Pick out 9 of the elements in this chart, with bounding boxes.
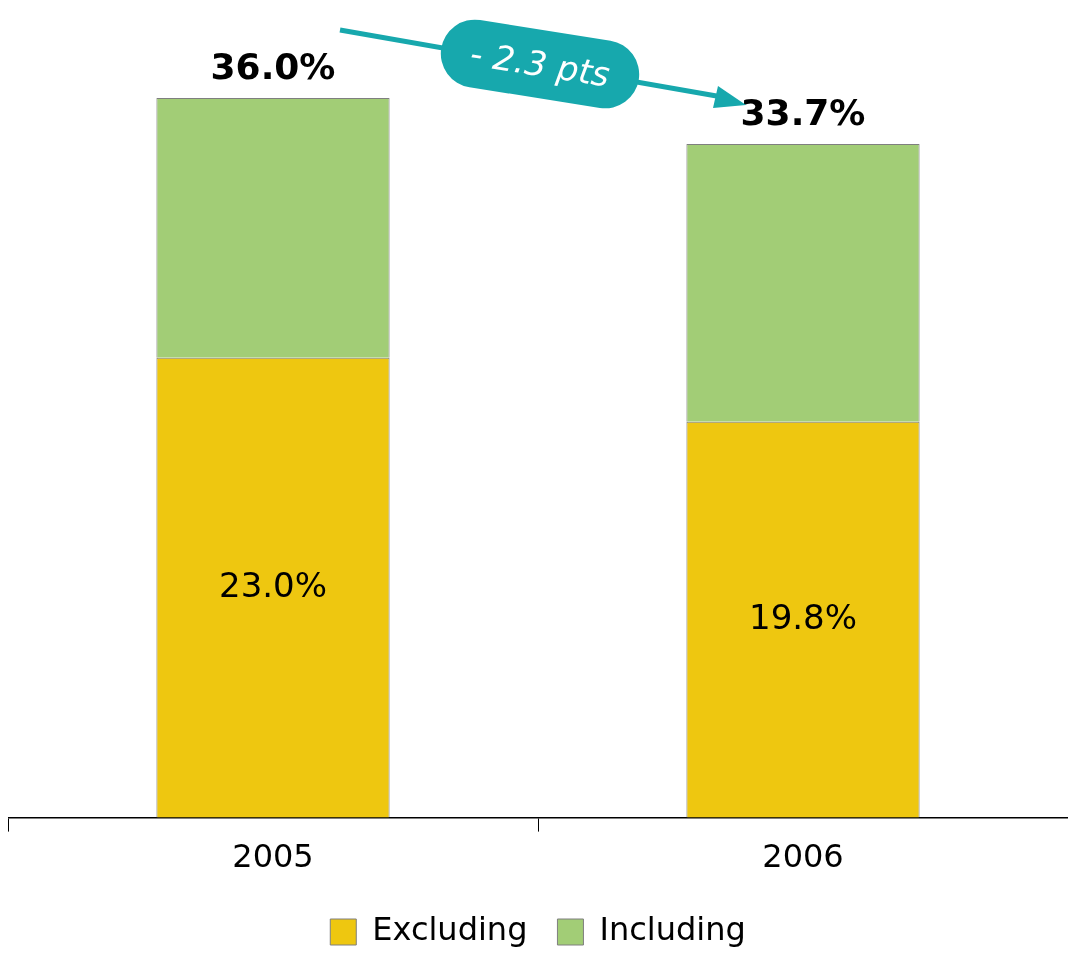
data-label: 19.8% bbox=[748, 596, 858, 637]
x-tick-label: 2006 bbox=[762, 837, 844, 876]
legend-label: Including bbox=[599, 910, 746, 949]
total-label: 33.7% bbox=[740, 92, 866, 134]
data-label: 23.0% bbox=[218, 564, 328, 605]
x-tick-label: 2005 bbox=[232, 837, 314, 876]
legend-label: Excluding bbox=[372, 910, 528, 949]
total-label: 36.0% bbox=[210, 46, 336, 88]
annotation: - 2.3 pts bbox=[467, 33, 613, 95]
